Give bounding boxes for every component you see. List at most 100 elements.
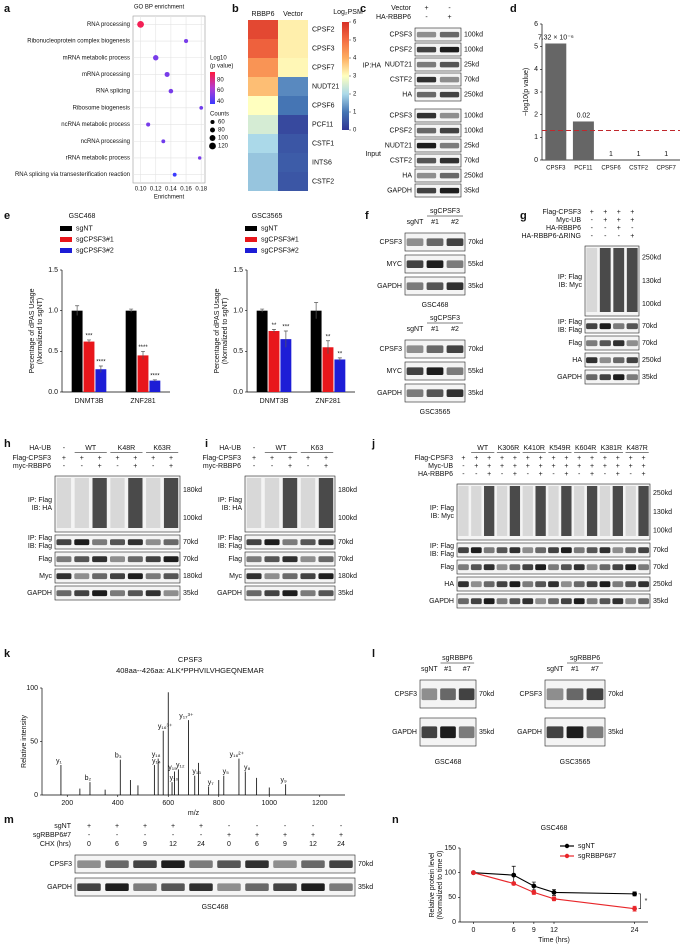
row-label: CSTF1 bbox=[312, 140, 334, 147]
condition-name: Flag-CPSF3 bbox=[202, 455, 241, 462]
condition-mark: + bbox=[539, 471, 543, 478]
size-marker: 100kd bbox=[653, 528, 672, 535]
blot-frame bbox=[414, 168, 462, 183]
category-label: RNA splicing bbox=[96, 89, 130, 95]
row-label: IP: Flag bbox=[558, 319, 582, 326]
size-marker: 130kd bbox=[653, 509, 672, 516]
x-tick-label: 400 bbox=[112, 800, 124, 807]
panel-label: m bbox=[4, 814, 14, 826]
row-label: HA bbox=[402, 91, 412, 98]
condition-mark: + bbox=[169, 455, 173, 462]
band bbox=[416, 142, 437, 149]
band bbox=[110, 556, 125, 563]
x-axis-label: Enrichment bbox=[154, 195, 185, 201]
size-marker: 100kd bbox=[464, 46, 483, 53]
y-tick-label: 1.0 bbox=[48, 308, 58, 315]
condition-mark: + bbox=[461, 455, 465, 462]
band bbox=[105, 860, 129, 868]
column-label: RBBP6 bbox=[252, 11, 275, 18]
band bbox=[586, 581, 598, 588]
band bbox=[406, 367, 424, 375]
blot-frame bbox=[414, 72, 462, 87]
condition-mark: - bbox=[630, 471, 633, 478]
band bbox=[300, 556, 316, 563]
band bbox=[56, 556, 72, 563]
heat-cell bbox=[248, 172, 278, 191]
smear bbox=[612, 486, 623, 536]
band bbox=[127, 590, 143, 597]
band bbox=[74, 590, 90, 597]
panel-label: j bbox=[371, 438, 375, 450]
condition-mark: + bbox=[500, 455, 504, 462]
band bbox=[439, 157, 460, 164]
band bbox=[626, 374, 638, 381]
band bbox=[416, 127, 437, 134]
band bbox=[426, 367, 444, 375]
significance: ** bbox=[338, 351, 343, 357]
peak-label: y₁₃ bbox=[192, 769, 201, 776]
condition-mark: - bbox=[200, 832, 203, 839]
point bbox=[551, 890, 557, 895]
error-bar bbox=[141, 350, 145, 360]
condition-mark: + bbox=[98, 455, 102, 462]
condition-mark: - bbox=[88, 832, 91, 839]
bar bbox=[280, 339, 292, 392]
band bbox=[318, 573, 334, 580]
size-marker: 180kd bbox=[183, 573, 202, 580]
condition-name: Flag-CPSF3 bbox=[12, 455, 51, 462]
band bbox=[446, 282, 464, 290]
band bbox=[586, 340, 598, 347]
category-label: ncRNA metabolic process bbox=[61, 122, 130, 128]
x-tick-label: 1200 bbox=[312, 800, 328, 807]
blot-frame bbox=[74, 877, 356, 897]
blot-caption: GSC468 bbox=[422, 302, 449, 309]
smear bbox=[264, 478, 280, 528]
x-tick-label: CPSF7 bbox=[657, 166, 677, 172]
size-key-label: 100 bbox=[218, 136, 229, 142]
heat-cell bbox=[248, 58, 278, 77]
error-bar bbox=[152, 379, 157, 382]
band bbox=[246, 539, 262, 546]
dot bbox=[199, 106, 204, 110]
band bbox=[599, 374, 611, 381]
peak-label: y₁₆³⁺ bbox=[158, 724, 173, 731]
condition-mark: + bbox=[642, 471, 646, 478]
band bbox=[416, 61, 437, 68]
peak-label: y₁₇³⁺ bbox=[179, 713, 194, 720]
point bbox=[531, 883, 537, 889]
lane-label: #1 bbox=[431, 219, 439, 226]
color-tick-label: 4 bbox=[353, 56, 357, 62]
condition-mark: + bbox=[617, 225, 621, 232]
condition-name: Myc-UB bbox=[428, 463, 453, 470]
band bbox=[458, 598, 469, 605]
row-label: CPSF3 bbox=[49, 861, 72, 868]
condition-name: Flag-CPSF3 bbox=[542, 209, 581, 216]
condition-mark: + bbox=[288, 463, 292, 470]
band bbox=[416, 187, 437, 194]
band bbox=[586, 726, 604, 739]
row-label: IB: Flag bbox=[218, 543, 242, 550]
band bbox=[522, 581, 534, 588]
size-marker: 100kd bbox=[183, 515, 202, 522]
y-tick-label: 4 bbox=[534, 66, 538, 73]
row-label: CSTF2 bbox=[390, 76, 412, 83]
bar-annotation: 1 bbox=[664, 151, 668, 158]
condition-mark: + bbox=[115, 823, 119, 830]
condition-mark: + bbox=[564, 471, 568, 478]
band bbox=[127, 556, 143, 563]
condition-mark: + bbox=[487, 463, 491, 470]
band bbox=[439, 187, 460, 194]
band bbox=[535, 598, 547, 605]
condition-mark: + bbox=[539, 463, 543, 470]
lane-group-label: - bbox=[63, 445, 66, 452]
band bbox=[145, 573, 161, 580]
row-label: CPSF3 bbox=[389, 31, 412, 38]
condition-mark: + bbox=[98, 463, 102, 470]
lane-group-label: K48R bbox=[118, 445, 136, 452]
band bbox=[483, 581, 495, 588]
heat-cell bbox=[278, 39, 308, 58]
panel-label: n bbox=[392, 814, 399, 826]
band bbox=[110, 573, 125, 580]
band bbox=[458, 726, 475, 739]
legend-label: sgCPSF3#1 bbox=[261, 236, 299, 243]
